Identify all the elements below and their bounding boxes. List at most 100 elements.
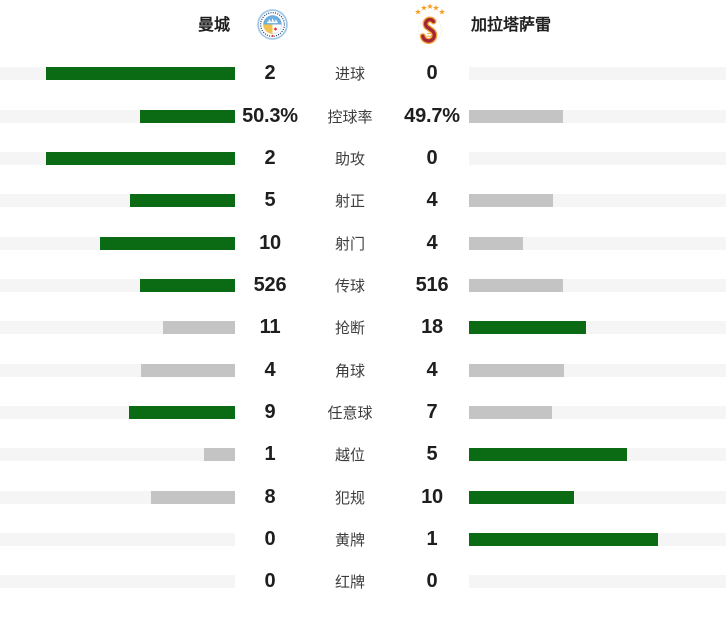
home-value: 50.3% [242,104,298,127]
home-value: 1 [264,443,276,466]
home-value: 4 [264,358,276,381]
svg-text:★: ★ [414,8,421,17]
home-bar [139,279,235,293]
home-bar [100,236,235,250]
home-bar [46,152,235,166]
svg-text:★: ★ [420,4,427,13]
away-bar-track [469,236,726,250]
stat-label: 犯规 [334,489,365,507]
stat-label: 进球 [334,66,365,84]
svg-text:★: ★ [426,3,433,11]
stat-label: 角球 [334,362,365,380]
stat-row: 2 进球 0 [0,53,726,95]
away-value: 4 [426,231,438,254]
away-bar [469,194,553,208]
away-bar-track [469,279,726,293]
home-bar [46,67,235,81]
away-bar-track [469,490,726,504]
away-bar-track [469,363,726,377]
home-bar-track [0,321,235,335]
stat-label: 射门 [334,235,365,253]
away-bar [469,279,563,293]
stat-row: 9 任意球 7 [0,391,726,433]
away-bar-track [469,448,726,462]
away-bar-track [469,109,726,123]
away-bar-track [469,321,726,335]
stat-row: 526 传球 516 [0,264,726,306]
home-bar-track [0,109,235,123]
away-bar [469,448,627,462]
home-value: 10 [259,231,281,254]
home-bar-track [0,363,235,377]
manchester-city-badge-icon[interactable] [257,9,288,40]
away-value: 0 [426,570,438,593]
away-value: 4 [426,189,438,212]
stat-row: 8 犯规 10 [0,476,726,518]
away-bar [469,109,563,123]
home-bar [203,448,235,462]
away-bar-track [469,194,726,208]
away-value: 0 [426,62,438,85]
away-bar [469,236,523,250]
away-value: 10 [421,485,443,508]
away-value: 49.7% [404,104,460,127]
home-bar-track [0,194,235,208]
home-bar [163,321,235,335]
stat-row: 2 助攻 0 [0,137,726,179]
home-bar-track [0,575,235,589]
stat-row: 0 红牌 0 [0,561,726,603]
home-value: 11 [259,316,281,339]
home-bar-track [0,152,235,166]
away-value: 0 [426,147,438,170]
away-bar [469,406,552,420]
stat-label: 黄牌 [334,532,365,550]
home-value: 2 [264,147,276,170]
stat-row: 50.3% 控球率 49.7% [0,95,726,137]
away-team-name[interactable]: 加拉塔萨雷 [471,17,552,34]
home-bar-track [0,236,235,250]
away-bar [469,533,658,547]
home-bar-track [0,533,235,547]
away-bar [469,321,587,335]
home-bar-track [0,279,235,293]
home-bar-track [0,406,235,420]
home-bar [140,363,235,377]
stat-row: 4 角球 4 [0,349,726,391]
away-bar-track [469,575,726,589]
svg-text:★: ★ [438,8,445,17]
stat-label: 红牌 [334,574,365,592]
away-bar-track [469,533,726,547]
home-bar-track [0,67,235,81]
stat-label: 越位 [334,447,365,465]
home-bar [139,109,235,123]
stat-row: 10 射门 4 [0,222,726,264]
away-value: 5 [426,443,438,466]
home-bar [130,194,235,208]
home-bar [151,490,235,504]
home-bar-track [0,448,235,462]
stats-list: 2 进球 0 50.3% 控球率 49.7% 2 助攻 0 5 射正 4 10 射门 4 526 传球 516 11… [0,53,726,603]
home-value: 8 [264,485,276,508]
away-value: 7 [426,401,438,424]
stat-row: 11 抢断 18 [0,307,726,349]
away-value: 18 [421,316,443,339]
away-value: 1 [426,528,438,551]
stat-label: 助攻 [334,151,365,169]
home-value: 0 [264,570,276,593]
stat-row: 5 射正 4 [0,180,726,222]
home-bar-track [0,490,235,504]
galatasaray-badge-icon[interactable]: ★ ★ ★ ★ ★ [413,2,447,44]
home-team-name[interactable]: 曼城 [197,17,230,34]
away-bar-track [469,406,726,420]
away-bar [469,490,574,504]
svg-text:★: ★ [432,4,439,13]
stat-label: 控球率 [327,108,373,126]
stat-label: 抢断 [334,320,365,338]
stat-row: 1 越位 5 [0,434,726,476]
away-bar [469,363,564,377]
home-value: 5 [264,189,276,212]
stat-label: 传球 [334,278,365,296]
home-value: 526 [253,274,287,297]
home-value: 2 [264,62,276,85]
